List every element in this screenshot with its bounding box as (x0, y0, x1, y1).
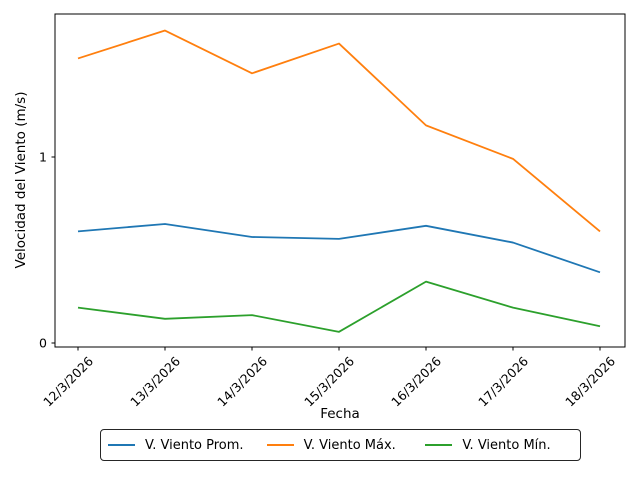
legend-line-icon (266, 444, 294, 446)
series-line-2 (77, 280, 601, 333)
x-tick-label: 13/3/2026 (127, 353, 183, 409)
legend-label: V. Viento Mín. (462, 437, 551, 453)
series-line-0 (77, 223, 601, 274)
legend-item: V. Viento Máx. (263, 438, 422, 453)
y-tick-label: 1 (39, 150, 47, 165)
legend-label: V. Viento Prom. (145, 437, 244, 453)
legend-line-icon (108, 444, 135, 446)
series-line-1 (77, 29, 601, 233)
x-axis-label: Fecha (320, 406, 360, 422)
y-tick-label: 0 (39, 336, 47, 351)
x-tick-label: 16/3/2026 (388, 353, 444, 409)
x-tick-label: 17/3/2026 (475, 353, 531, 409)
x-tick-label: 14/3/2026 (214, 353, 270, 409)
chart-legend: V. Viento Prom. V. Viento Máx. V. Viento M… (100, 429, 581, 461)
y-axis-label: Velocidad del Viento (m/s) (13, 91, 29, 269)
x-tick-label: 15/3/2026 (301, 353, 357, 409)
legend-label: V. Viento Máx. (303, 437, 396, 453)
legend-item: V. Viento Mín. (421, 438, 580, 453)
legend-item: V. Viento Prom. (104, 438, 263, 453)
x-tick-label: 18/3/2026 (562, 353, 618, 409)
legend-line-icon (425, 444, 453, 446)
x-tick-label: 12/3/2026 (40, 353, 96, 409)
plot-border (54, 13, 626, 348)
